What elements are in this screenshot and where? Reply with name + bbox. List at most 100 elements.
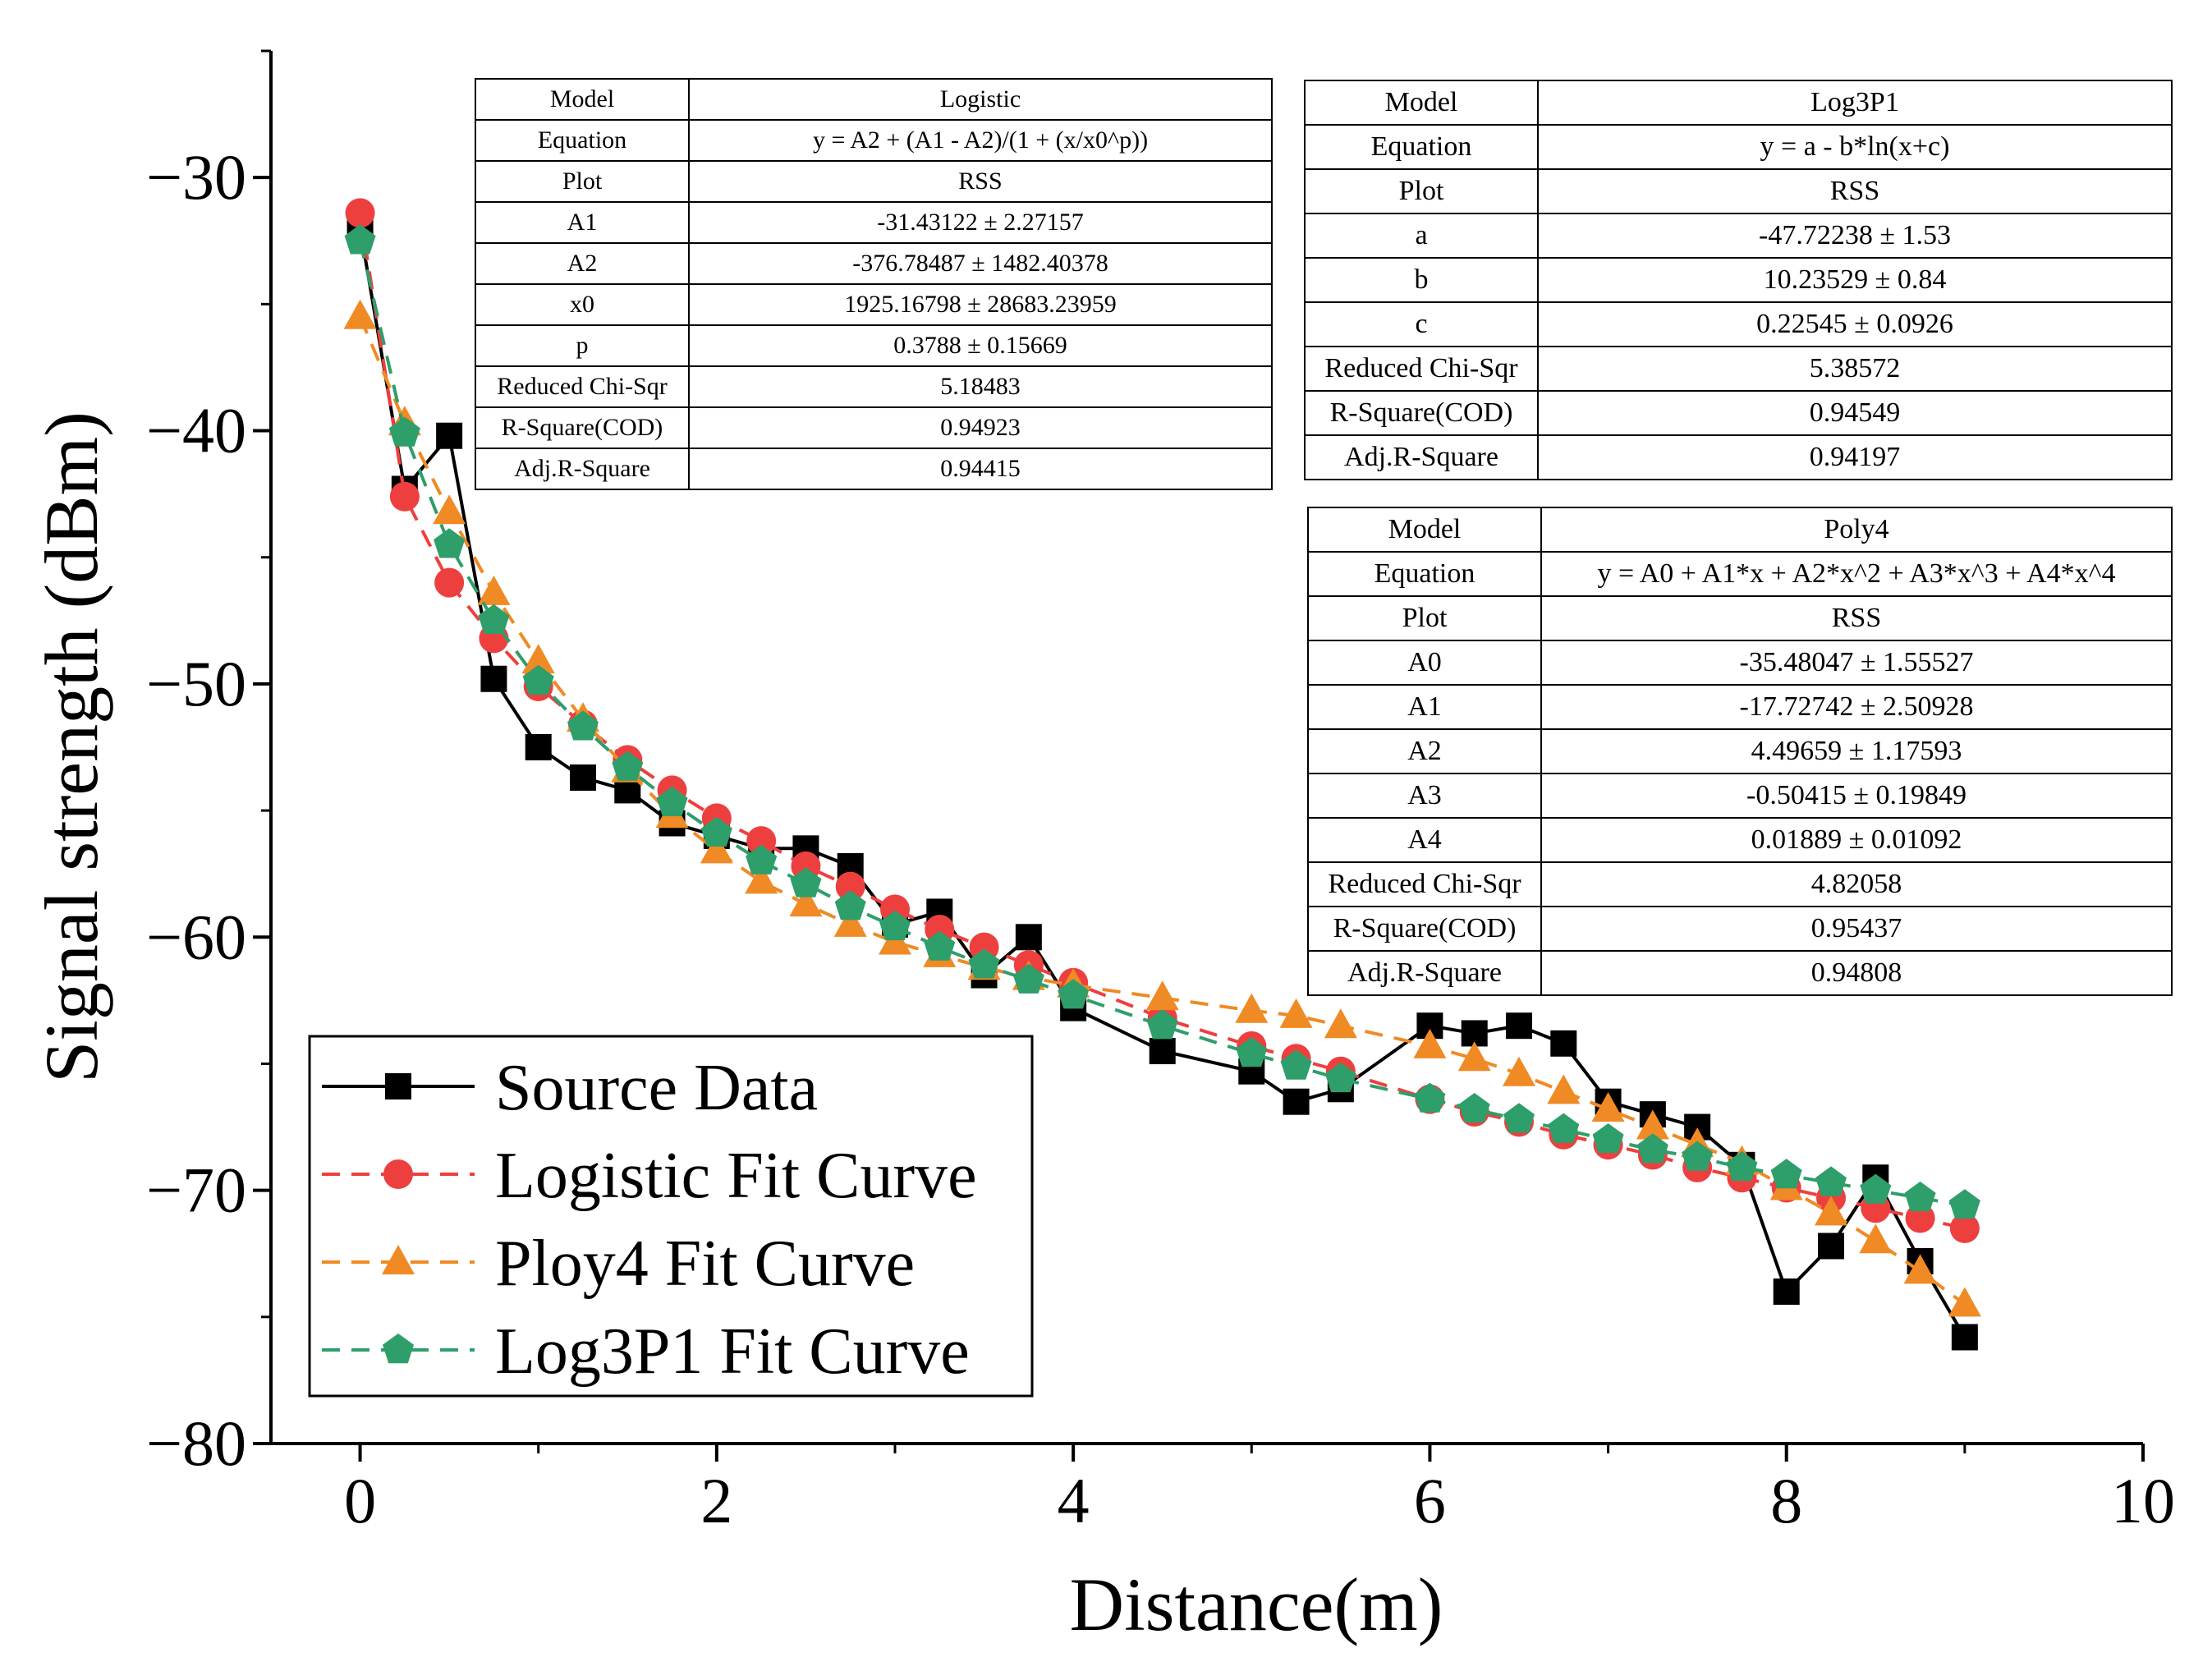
- table-row: Plot RSS: [1304, 168, 2173, 214]
- param-value-cell: 0.94415: [688, 448, 1273, 490]
- data-point: [436, 422, 463, 449]
- param-value-cell: 5.18483: [688, 365, 1273, 408]
- data-point: [835, 871, 865, 902]
- data-point: [746, 844, 778, 875]
- y-tick-label: −60: [146, 901, 246, 972]
- param-name-cell: Model: [1307, 507, 1542, 553]
- data-point: [1951, 1324, 1978, 1351]
- data-point: [1592, 1123, 1624, 1154]
- table-row: A2 4.49659 ± 1.17593: [1307, 728, 2173, 774]
- table-row: R-Square(COD) 0.95437: [1307, 906, 2173, 952]
- x-tick-label: 10: [2111, 1465, 2175, 1536]
- param-name-cell: A2: [1307, 728, 1542, 774]
- data-point: [1503, 1056, 1535, 1086]
- data-point: [525, 734, 552, 760]
- table-row: R-Square(COD) 0.94923: [475, 406, 1273, 449]
- legend-box: [308, 1035, 1034, 1398]
- param-name-cell: A3: [1307, 773, 1542, 819]
- y-tick-label: −70: [146, 1155, 246, 1226]
- param-value-cell: y = A0 + A1*x + A2*x^2 + A3*x^3 + A4*x^4: [1540, 551, 2173, 597]
- param-name-cell: x0: [475, 283, 690, 326]
- data-point: [834, 890, 866, 920]
- series-line: [358, 213, 1966, 1230]
- log3p1-fit-table: Model Log3P1 Equation y = a - b*ln(x+c) Plot…: [1304, 80, 2173, 480]
- param-name-cell: Reduced Chi-Sqr: [1307, 861, 1542, 907]
- series-line: [358, 240, 1966, 1208]
- data-point: [567, 710, 599, 741]
- y-tick-label: −50: [146, 648, 246, 719]
- param-value-cell: 4.82058: [1540, 861, 2173, 907]
- param-name-cell: Reduced Chi-Sqr: [475, 365, 690, 408]
- param-value-cell: -376.78487 ± 1482.40378: [688, 242, 1273, 285]
- param-name-cell: Adj.R-Square: [1304, 434, 1539, 480]
- data-point: [1058, 979, 1090, 1009]
- param-name-cell: Equation: [475, 119, 690, 162]
- param-value-cell: Log3P1: [1537, 80, 2173, 126]
- param-name-cell: R-Square(COD): [475, 406, 690, 449]
- x-tick-label: 8: [1770, 1465, 1802, 1536]
- data-point: [1726, 1150, 1758, 1182]
- legend-label: Logistic Fit Curve: [495, 1140, 977, 1212]
- param-value-cell: y = a - b*ln(x+c): [1537, 124, 2173, 170]
- legend-marker: [383, 1334, 414, 1364]
- data-point: [1548, 1113, 1580, 1143]
- param-name-cell: p: [475, 324, 690, 367]
- param-value-cell: 10.23529 ± 0.84: [1537, 257, 2173, 303]
- data-point: [700, 833, 733, 864]
- param-name-cell: Model: [475, 78, 690, 121]
- data-point: [343, 299, 377, 329]
- param-value-cell: -0.50415 ± 0.19849: [1540, 773, 2173, 819]
- data-point: [1948, 1287, 1981, 1317]
- param-value-cell: 1925.16798 ± 28683.23959: [688, 283, 1273, 326]
- table-row: Equation y = A0 + A1*x + A2*x^2 + A3*x^3 …: [1307, 551, 2173, 597]
- data-point: [1283, 1088, 1310, 1115]
- data-point: [1948, 1189, 1980, 1219]
- data-point: [790, 867, 822, 897]
- param-value-cell: 0.95437: [1540, 906, 2173, 952]
- param-value-cell: 0.94923: [688, 406, 1273, 449]
- series-line: [358, 316, 1966, 1306]
- table-row: Model Logistic: [475, 78, 1273, 121]
- data-point: [1773, 1278, 1800, 1305]
- table-row: b 10.23529 ± 0.84: [1304, 257, 2173, 303]
- table-row: c 0.22545 ± 0.0926: [1304, 301, 2173, 347]
- param-value-cell: -35.48047 ± 1.55527: [1540, 640, 2173, 686]
- data-point: [1235, 993, 1269, 1023]
- data-point: [1145, 980, 1179, 1011]
- data-point: [1547, 1074, 1581, 1104]
- data-point: [1458, 1093, 1490, 1123]
- data-point: [434, 528, 466, 558]
- data-point: [388, 416, 420, 447]
- param-value-cell: 0.01889 ± 0.01092: [1540, 817, 2173, 863]
- data-point: [1860, 1173, 1892, 1204]
- data-point: [1904, 1181, 1936, 1212]
- param-value-cell: 0.94197: [1537, 434, 2173, 480]
- param-value-cell: Poly4: [1540, 507, 2173, 553]
- table-row: Adj.R-Square 0.94808: [1307, 950, 2173, 996]
- param-value-cell: 0.22545 ± 0.0926: [1537, 301, 2173, 347]
- param-name-cell: A2: [475, 242, 690, 285]
- table-row: A1 -17.72742 ± 2.50928: [1307, 684, 2173, 730]
- param-value-cell: RSS: [688, 160, 1273, 203]
- legend-label: Ploy4 Fit Curve: [495, 1228, 915, 1300]
- legend: Source Data Logistic Fit Curve Ploy4 Fit C…: [308, 1035, 1034, 1398]
- param-name-cell: b: [1304, 257, 1539, 303]
- data-point: [344, 224, 376, 255]
- data-point: [968, 948, 1000, 979]
- table-row: Adj.R-Square 0.94197: [1304, 434, 2173, 480]
- data-point: [745, 864, 778, 894]
- data-point: [480, 665, 507, 692]
- data-point: [522, 664, 554, 695]
- table-row: A3 -0.50415 ± 0.19849: [1307, 773, 2173, 819]
- data-point: [1279, 998, 1313, 1028]
- data-point: [477, 575, 511, 605]
- table-row: p 0.3788 ± 0.15669: [475, 324, 1273, 367]
- table-row: x0 1925.16798 ± 28683.23959: [475, 283, 1273, 326]
- data-point: [1818, 1233, 1844, 1260]
- param-name-cell: Adj.R-Square: [1307, 950, 1542, 996]
- data-point: [1636, 1133, 1668, 1164]
- data-point: [1015, 924, 1042, 951]
- param-name-cell: c: [1304, 301, 1539, 347]
- legend-marker: [382, 1245, 415, 1274]
